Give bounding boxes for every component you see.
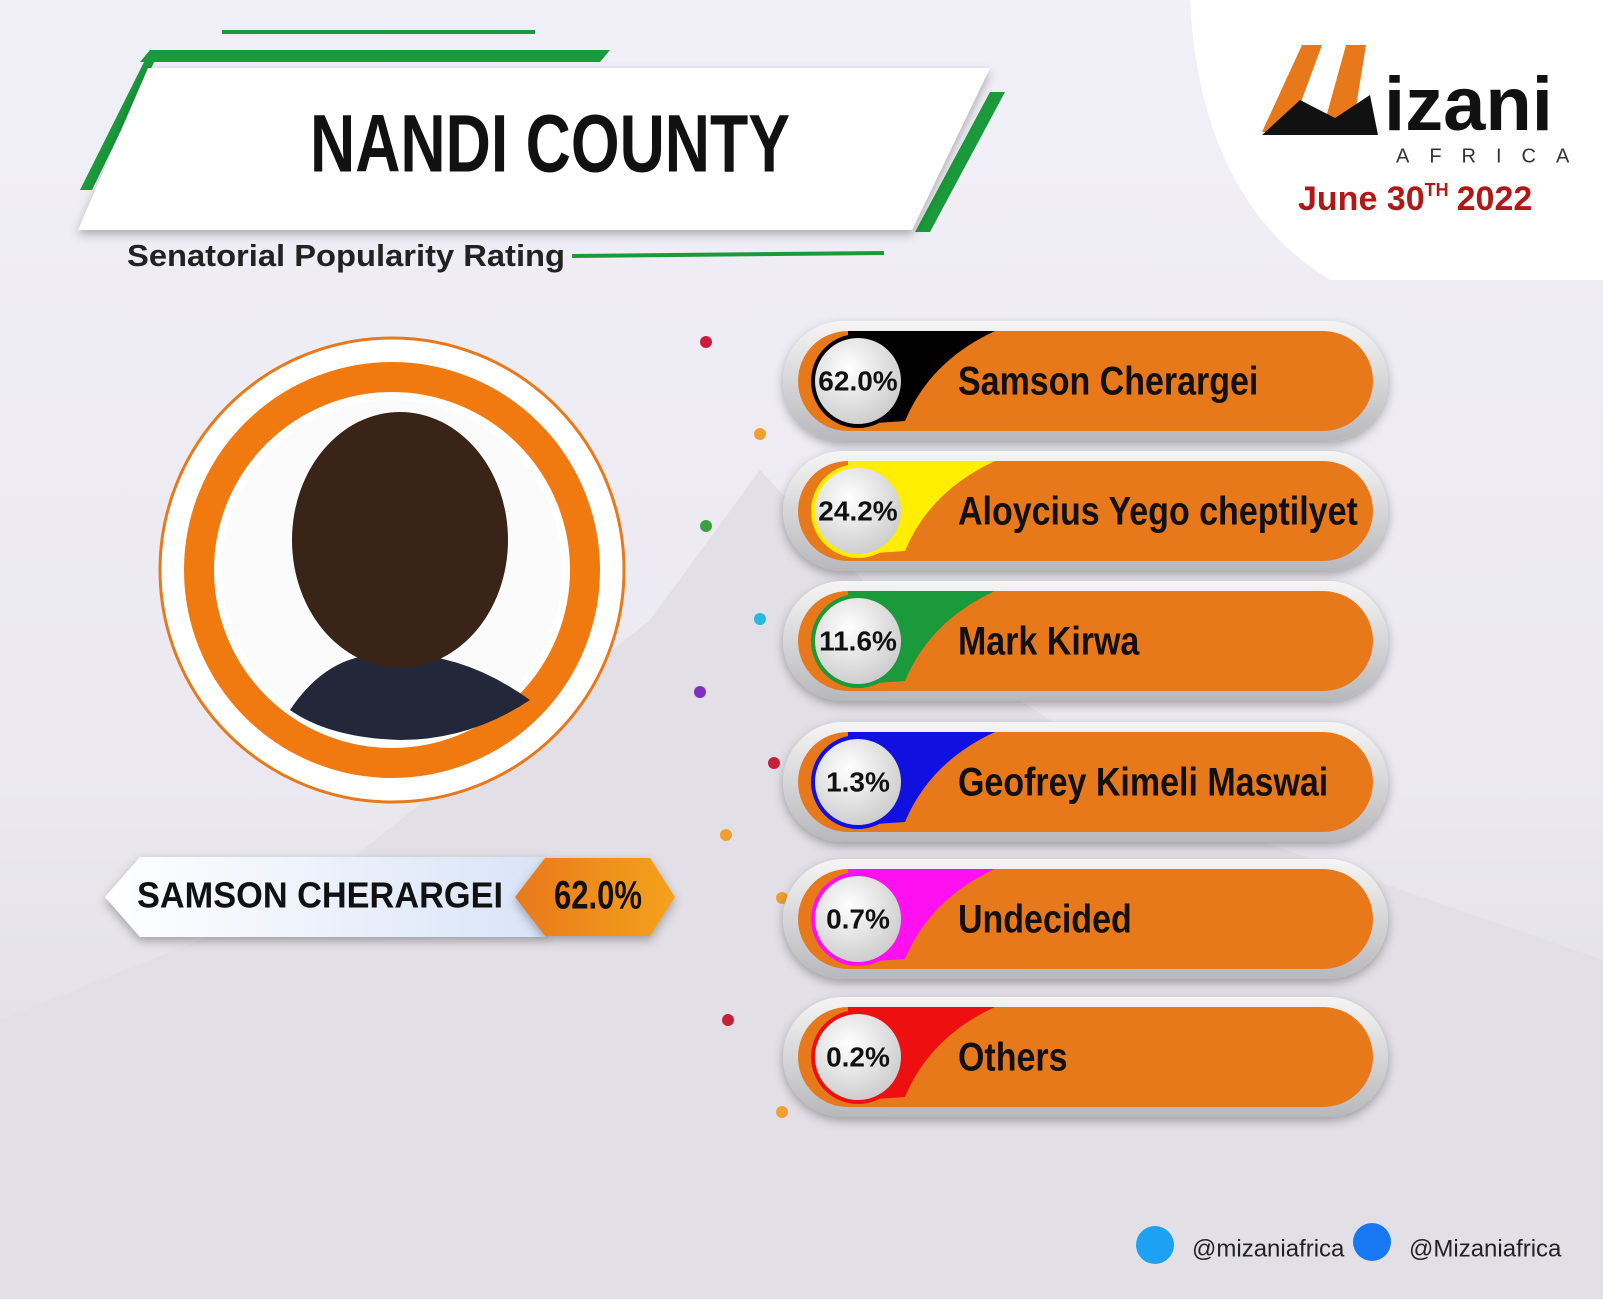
decor-dot bbox=[754, 613, 766, 625]
candidate-percent: 11.6% bbox=[819, 625, 897, 656]
twitter-icon bbox=[1136, 1226, 1174, 1264]
leader-name: SAMSON CHERARGEI bbox=[137, 875, 503, 916]
candidate-name: Aloycius Yego cheptilyet bbox=[958, 488, 1358, 533]
logo-tagline: AFRICA bbox=[1396, 145, 1589, 167]
candidate-percent: 24.2% bbox=[818, 495, 897, 526]
percent-ball bbox=[811, 594, 905, 688]
percent-ball bbox=[811, 334, 905, 428]
percent-ball bbox=[811, 464, 905, 558]
decor-dot bbox=[776, 892, 788, 904]
candidate-name: Samson Cherargei bbox=[958, 358, 1258, 403]
decor-bar bbox=[915, 92, 1005, 232]
decor-dot bbox=[700, 336, 712, 348]
candidate-percent: 62.0% bbox=[818, 365, 897, 396]
subtitle: Senatorial Popularity Rating bbox=[127, 238, 565, 273]
decor-dot bbox=[768, 757, 780, 769]
decor-dot bbox=[776, 1106, 788, 1118]
candidate-percent: 0.7% bbox=[826, 903, 890, 934]
candidate-percent: 0.2% bbox=[826, 1041, 890, 1072]
portrait-suit bbox=[290, 654, 530, 740]
candidate-name: Undecided bbox=[958, 896, 1132, 941]
facebook-handle: @Mizaniafrica bbox=[1409, 1235, 1562, 1262]
candidate-name: Mark Kirwa bbox=[958, 618, 1140, 663]
leader-badge bbox=[105, 857, 545, 937]
decor-dot bbox=[694, 686, 706, 698]
candidate-percent: 1.3% bbox=[826, 766, 890, 797]
candidate-name: Others bbox=[958, 1034, 1068, 1079]
decor-bar bbox=[80, 50, 160, 190]
decor-dot bbox=[700, 520, 712, 532]
decor-dot bbox=[722, 1014, 734, 1026]
title: NANDI COUNTY bbox=[310, 99, 790, 190]
portrait-face bbox=[292, 412, 508, 668]
logo-mark bbox=[1262, 95, 1378, 135]
twitter-handle: @mizaniafrica bbox=[1192, 1235, 1345, 1262]
facebook-icon bbox=[1353, 1223, 1391, 1261]
percent-ball bbox=[811, 872, 905, 966]
candidate-name: Geofrey Kimeli Maswai bbox=[958, 759, 1328, 804]
portrait-ring bbox=[184, 362, 600, 778]
leader-percent: 62.0% bbox=[554, 874, 642, 918]
logo-name: izani bbox=[1384, 62, 1553, 147]
title-banner bbox=[78, 68, 990, 230]
percent-ball bbox=[811, 1010, 905, 1104]
decor-bar bbox=[140, 50, 610, 62]
decor-dot bbox=[720, 829, 732, 841]
decor-line bbox=[571, 251, 885, 258]
date: June 30TH 2022 bbox=[1298, 180, 1532, 218]
percent-ball bbox=[811, 735, 905, 829]
leader-badge-value bbox=[515, 858, 675, 936]
logo-mark bbox=[1262, 45, 1322, 132]
decor-dot bbox=[754, 428, 766, 440]
